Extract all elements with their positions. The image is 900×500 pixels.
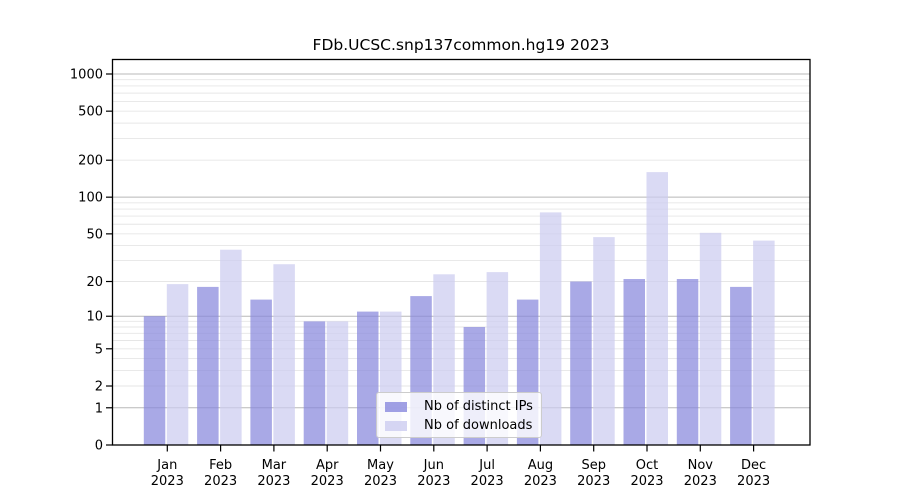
x-tick-label-sep: Sep (581, 458, 606, 473)
bar-jan-downloads (166, 284, 189, 445)
legend: Nb of distinct IPs Nb of downloads (376, 392, 542, 438)
bar-oct-distinct-ips (623, 279, 645, 445)
bar-sep-distinct-ips (570, 281, 592, 445)
bar-dec-distinct-ips (730, 286, 752, 445)
x-tick-label-mar: Mar (262, 458, 287, 473)
plot-frame (111, 58, 811, 446)
y-tick-label-1000: 1000 (70, 68, 103, 83)
bar-dec-downloads (753, 240, 775, 445)
x-tick-label-apr-year: 2023 (311, 474, 344, 489)
y-tick-label-2: 2 (95, 380, 103, 395)
bar-nov-downloads (699, 232, 722, 445)
legend-swatch-downloads (385, 420, 407, 431)
bar-jan-distinct-ips (143, 316, 166, 445)
x-tick-label-oct-year: 2023 (630, 474, 663, 489)
y-tick-label-500: 500 (78, 105, 103, 120)
x-tick-label-jun: Jun (423, 458, 444, 473)
y-tick-label-10: 10 (86, 310, 103, 325)
y-tick-label-20: 20 (86, 275, 103, 290)
legend-item-downloads: Nb of downloads (385, 416, 541, 435)
bar-mar-downloads (273, 264, 295, 445)
bar-may-distinct-ips (357, 311, 379, 445)
bar-aug-downloads (539, 212, 562, 445)
x-tick-label-aug-year: 2023 (524, 474, 557, 489)
x-tick-label-jun-year: 2023 (417, 474, 450, 489)
x-tick-label-feb-year: 2023 (204, 474, 237, 489)
x-tick-label-jan-year: 2023 (151, 474, 184, 489)
y-tick-label-200: 200 (78, 154, 103, 169)
chart-title: FDb.UCSC.snp137common.hg19 2023 (312, 36, 610, 54)
bar-oct-downloads (646, 172, 668, 445)
x-tick-label-oct: Oct (636, 458, 658, 473)
x-tick-label-nov-year: 2023 (684, 474, 717, 489)
bar-sep-downloads (593, 237, 615, 445)
x-tick-label-apr: Apr (316, 458, 339, 473)
legend-swatch-distinct-ips (385, 401, 407, 412)
x-tick-label-may: May (367, 458, 394, 473)
y-tick-label-100: 100 (78, 191, 103, 206)
y-tick-label-5: 5 (95, 342, 103, 357)
y-tick-label-0: 0 (95, 439, 103, 454)
legend-label-distinct-ips: Nb of distinct IPs (424, 399, 533, 414)
x-tick-label-feb: Feb (209, 458, 232, 473)
bar-apr-distinct-ips (303, 321, 326, 445)
x-tick-label-sep-year: 2023 (577, 474, 610, 489)
x-tick-label-dec-year: 2023 (737, 474, 770, 489)
x-tick-label-may-year: 2023 (364, 474, 397, 489)
x-tick-label-nov: Nov (688, 458, 714, 473)
bar-apr-downloads (326, 321, 349, 445)
bar-feb-downloads (220, 249, 242, 445)
x-tick-label-mar-year: 2023 (257, 474, 290, 489)
x-tick-label-jul-year: 2023 (471, 474, 504, 489)
y-tick-label-50: 50 (86, 227, 103, 242)
bar-feb-distinct-ips (197, 286, 219, 445)
legend-item-distinct-ips: Nb of distinct IPs (385, 397, 541, 416)
x-tick-label-jul: Jul (478, 458, 495, 473)
y-tick-label-1: 1 (95, 401, 103, 416)
x-tick-label-dec: Dec (741, 458, 766, 473)
x-tick-label-jan: Jan (156, 458, 177, 473)
bar-nov-distinct-ips (676, 279, 699, 445)
bar-mar-distinct-ips (250, 299, 272, 445)
legend-label-downloads: Nb of downloads (424, 418, 533, 433)
x-tick-label-aug: Aug (528, 458, 553, 473)
